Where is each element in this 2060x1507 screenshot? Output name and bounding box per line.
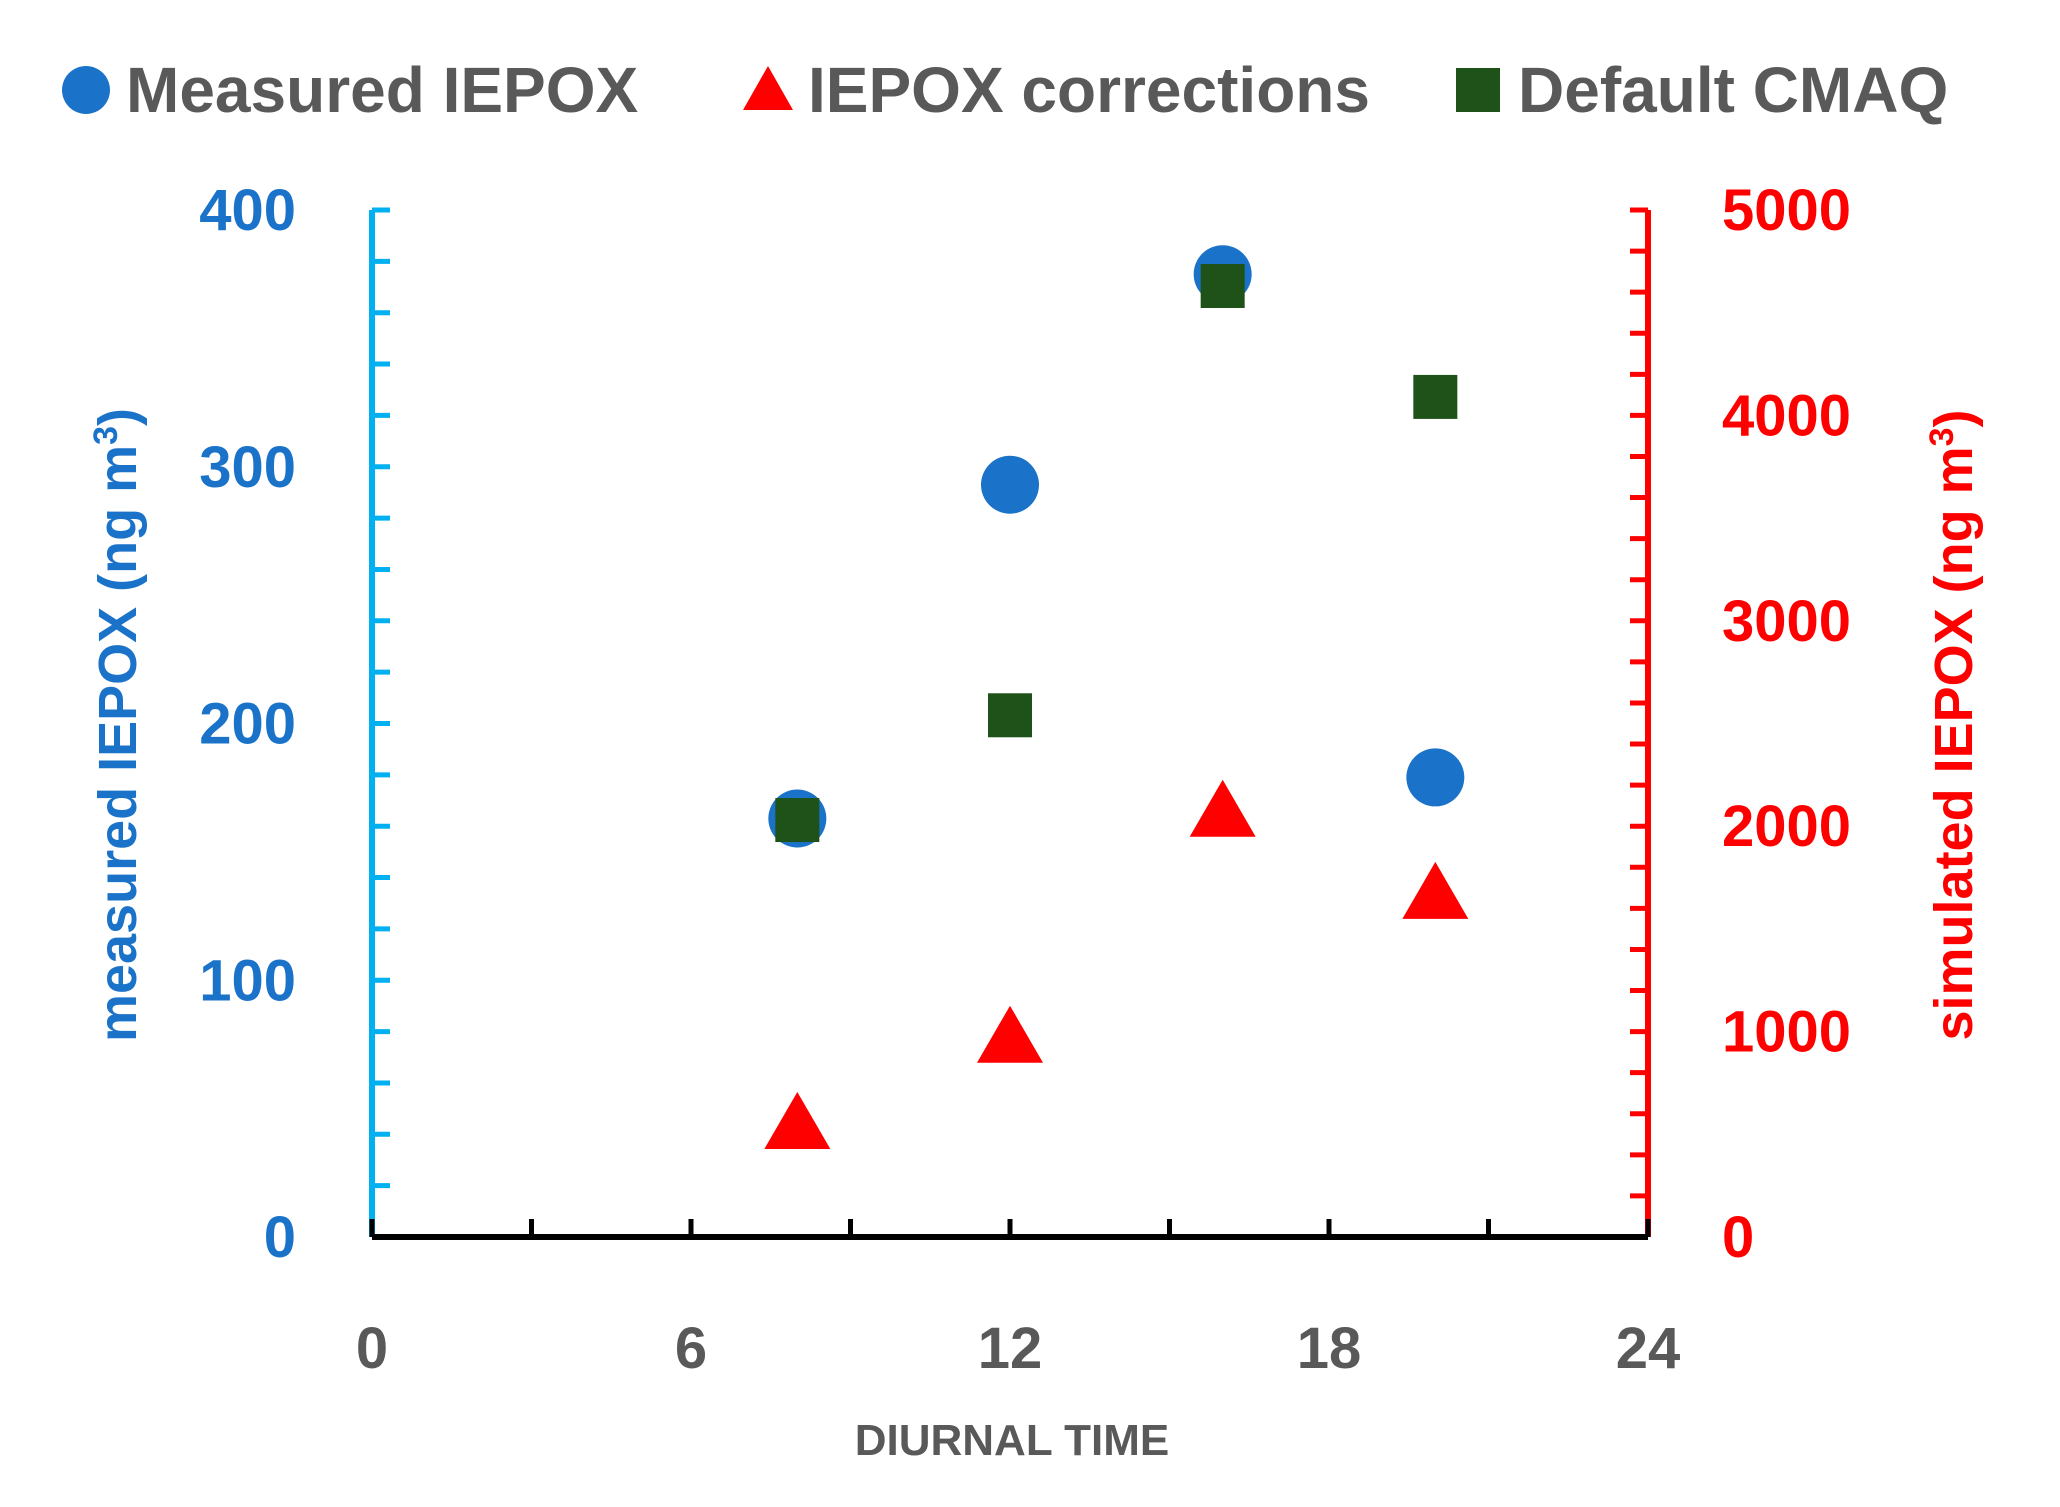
right-y-tick-label: 0 bbox=[1722, 1205, 1754, 1270]
left-y-tick-label: 0 bbox=[264, 1205, 296, 1270]
triangle-point bbox=[1402, 861, 1469, 919]
left-y-axis-label-sup: 3 bbox=[87, 426, 125, 445]
square-point bbox=[988, 693, 1032, 738]
x-tick-label: 24 bbox=[1616, 1316, 1681, 1381]
right-y-tick-label: 5000 bbox=[1722, 178, 1851, 243]
right-y-axis: 0 1000 2000 3000 4000 5000 bbox=[1630, 178, 1851, 1270]
right-y-axis-label: simulated IEPOX (ng m3) bbox=[1923, 409, 1984, 1040]
series-iepox-corrections bbox=[764, 779, 1469, 1149]
x-tick-label: 6 bbox=[675, 1316, 707, 1381]
legend-label: Default CMAQ bbox=[1518, 54, 1948, 126]
right-y-tick-label: 3000 bbox=[1722, 589, 1851, 654]
right-y-tick-label: 4000 bbox=[1722, 383, 1851, 448]
right-y-axis-label-sup: 3 bbox=[1923, 427, 1961, 446]
legend: Measured IEPOX IEPOX corrections Default C… bbox=[62, 54, 1948, 126]
legend-circle-icon bbox=[62, 66, 110, 114]
left-y-axis: 0 100 200 300 400 bbox=[199, 178, 390, 1270]
left-y-tick-label: 300 bbox=[199, 435, 296, 500]
left-y-tick-label: 200 bbox=[199, 692, 296, 757]
x-axis-label: DIURNAL TIME bbox=[855, 1416, 1170, 1465]
left-y-axis-label: measured IEPOX (ng m3) bbox=[87, 408, 148, 1042]
left-y-tick-label: 400 bbox=[199, 178, 296, 243]
x-tick-label: 0 bbox=[356, 1316, 388, 1381]
x-axis: 0 6 12 18 24 bbox=[356, 1219, 1680, 1381]
right-y-tick-label: 2000 bbox=[1722, 794, 1851, 859]
legend-label: IEPOX corrections bbox=[808, 54, 1370, 126]
series-measured-iepox bbox=[768, 245, 1465, 848]
series-default-cmaq bbox=[775, 263, 1458, 843]
left-y-tick-label: 100 bbox=[199, 948, 296, 1013]
legend-triangle-icon bbox=[743, 66, 793, 110]
triangle-point bbox=[764, 1091, 831, 1149]
right-y-tick-label: 1000 bbox=[1722, 1000, 1851, 1065]
square-point bbox=[775, 798, 820, 843]
legend-square-icon bbox=[1456, 68, 1500, 112]
triangle-point bbox=[977, 1005, 1043, 1063]
data-points bbox=[764, 245, 1469, 1149]
square-point bbox=[1200, 263, 1245, 308]
square-point bbox=[1413, 374, 1458, 419]
legend-item: IEPOX corrections bbox=[743, 54, 1370, 126]
x-tick-label: 12 bbox=[978, 1316, 1043, 1381]
triangle-point bbox=[1189, 779, 1256, 837]
legend-label: Measured IEPOX bbox=[126, 54, 639, 126]
legend-item: Measured IEPOX bbox=[62, 54, 639, 126]
circle-point bbox=[981, 455, 1039, 514]
x-tick-label: 18 bbox=[1297, 1316, 1362, 1381]
circle-point bbox=[1406, 748, 1465, 807]
legend-item: Default CMAQ bbox=[1456, 54, 1948, 126]
